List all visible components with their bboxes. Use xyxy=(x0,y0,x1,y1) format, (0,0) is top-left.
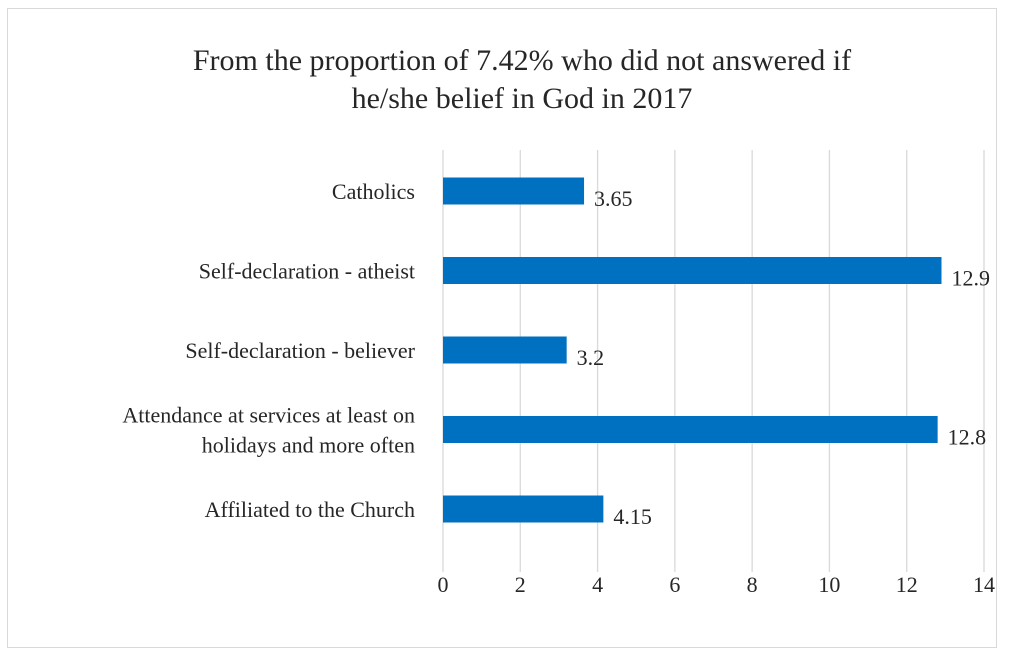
bar xyxy=(443,495,604,523)
data-label: 12.9 xyxy=(951,266,990,291)
category-labels: Catholics Self-declaration - atheist Self-… xyxy=(122,179,415,522)
category-label: Self-declaration - atheist xyxy=(199,259,415,284)
bars xyxy=(443,177,942,523)
x-tick-label: 8 xyxy=(747,572,758,597)
category-label-line: Catholics xyxy=(332,179,415,204)
x-tick-label: 2 xyxy=(515,572,526,597)
x-tick-label: 14 xyxy=(973,572,995,597)
data-label: 3.65 xyxy=(594,186,633,211)
bar xyxy=(443,257,942,284)
chart-title: From the proportion of 7.42% who did not… xyxy=(193,44,851,115)
data-label: 3.2 xyxy=(577,345,605,370)
category-label-line: Self-declaration - atheist xyxy=(199,259,415,284)
category-label: Self-declaration - believer xyxy=(185,338,415,363)
chart-frame xyxy=(7,8,997,648)
chart-title-line-2: he/she belief in God in 2017 xyxy=(352,82,693,115)
x-tick-label: 10 xyxy=(818,572,840,597)
category-label-line: Attendance at services at least on xyxy=(122,403,415,428)
bar-chart: From the proportion of 7.42% who did not… xyxy=(122,44,996,597)
bar xyxy=(443,177,585,205)
bar xyxy=(443,416,938,443)
bar xyxy=(443,336,567,364)
category-label-line: Affiliated to the Church xyxy=(205,497,415,522)
x-tick-label: 4 xyxy=(592,572,603,597)
data-labels: 3.65 12.9 3.2 12.8 4.15 xyxy=(577,186,990,529)
x-tick-label: 6 xyxy=(669,572,680,597)
x-tick-label: 12 xyxy=(896,572,918,597)
category-label-line: holidays and more often xyxy=(202,433,415,458)
chart-title-line-1: From the proportion of 7.42% who did not… xyxy=(193,44,851,77)
category-label: Attendance at services at least on holida… xyxy=(122,403,415,458)
x-tick-label: 0 xyxy=(438,572,449,597)
category-label-line: Self-declaration - believer xyxy=(185,338,415,363)
data-label: 4.15 xyxy=(613,504,652,529)
category-label: Catholics xyxy=(332,179,415,204)
x-axis-tick-labels: 0 2 4 6 8 10 12 14 xyxy=(438,572,996,597)
category-label: Affiliated to the Church xyxy=(205,497,415,522)
data-label: 12.8 xyxy=(948,425,987,450)
